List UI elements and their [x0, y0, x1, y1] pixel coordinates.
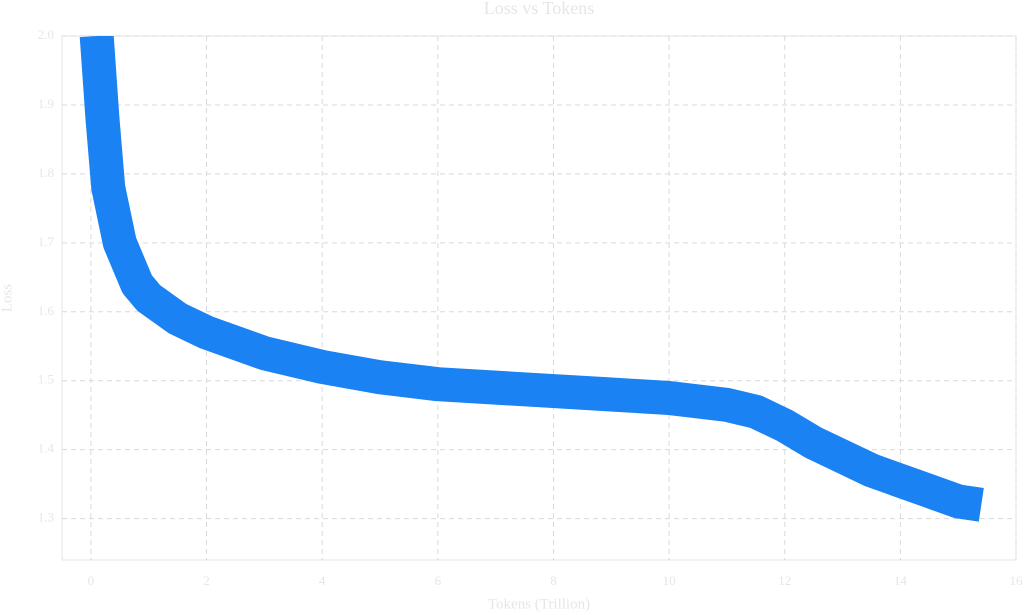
y-tick-label: 1.8 — [38, 165, 54, 180]
x-axis-label: Tokens (Trillion) — [488, 596, 590, 612]
y-axis-label: Loss — [0, 284, 15, 313]
x-tick-label: 2 — [203, 573, 210, 588]
x-tick-label: 6 — [435, 573, 442, 588]
y-tick-label: 1.5 — [38, 372, 54, 387]
chart-title: Loss vs Tokens — [484, 0, 594, 18]
y-tick-label: 1.3 — [38, 510, 54, 525]
x-tick-label: 8 — [550, 573, 557, 588]
y-tick-label: 1.6 — [38, 303, 55, 318]
x-tick-label: 16 — [1010, 573, 1024, 588]
loss-line — [79, 36, 984, 522]
x-tick-label: 10 — [663, 573, 676, 588]
x-tick-label: 14 — [894, 573, 908, 588]
y-tick-label: 1.7 — [38, 234, 55, 249]
y-tick-label: 2.0 — [38, 27, 54, 42]
y-tick-label: 1.4 — [38, 441, 55, 456]
y-tick-label: 1.9 — [38, 96, 54, 111]
x-tick-label: 0 — [88, 573, 95, 588]
x-tick-label: 4 — [319, 573, 326, 588]
x-tick-label: 12 — [778, 573, 791, 588]
